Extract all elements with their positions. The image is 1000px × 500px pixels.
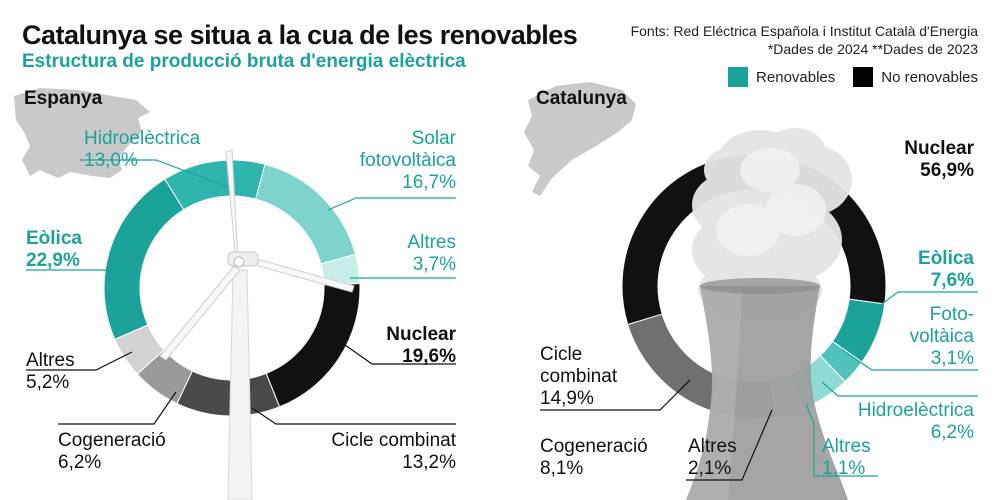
label-name: Solar bbox=[411, 128, 456, 149]
label-name: Foto- bbox=[929, 304, 974, 325]
leader-line bbox=[327, 197, 456, 211]
label-value: 2,1% bbox=[688, 458, 732, 479]
label-name: Hidroelèctrica bbox=[857, 400, 974, 421]
legend-label-non-renewable: No renovables bbox=[881, 68, 978, 86]
label-value: 6,2% bbox=[930, 422, 974, 443]
label-name: Cicle combinat bbox=[331, 430, 456, 451]
legend: Renovables No renovables bbox=[710, 67, 978, 87]
label-ca-cogeneracio: Cogeneració 8,1% bbox=[540, 436, 648, 480]
label-ca-hidroelectrica: Hidroelèctrica 6,2% bbox=[858, 400, 974, 444]
label-value: 7,6% bbox=[930, 270, 974, 291]
es-slice-eolica-ren bbox=[103, 178, 185, 341]
chart-title: Catalunya se situa a la cua de les renov… bbox=[22, 20, 578, 50]
label-value: 19,6% bbox=[402, 346, 456, 367]
label-name: combinat bbox=[540, 366, 618, 387]
sources-line: Fonts: Red Eléctrica Española i Institut… bbox=[630, 23, 978, 39]
label-es-cicle-combinat: Cicle combinat 13,2% bbox=[331, 430, 456, 474]
label-ca-nuclear: Nuclear 56,9% bbox=[904, 138, 974, 182]
cooling-tower-icon bbox=[686, 128, 852, 500]
label-name: Nuclear bbox=[904, 138, 974, 159]
region-title-catalonia: Catalunya bbox=[536, 88, 627, 109]
es-slice-altres-ren bbox=[320, 253, 361, 286]
spain-leaders-renewable bbox=[26, 159, 456, 279]
label-es-solar: Solar fotovoltàica 16,7% bbox=[360, 128, 456, 194]
spain-map-icon bbox=[14, 88, 150, 178]
label-name: Cogeneració bbox=[58, 430, 166, 451]
label-value: 3,1% bbox=[930, 348, 974, 369]
label-name: Altres bbox=[688, 436, 737, 457]
label-value: 6,2% bbox=[58, 452, 102, 473]
chart-subtitle: Estructura de producció bruta d'energia … bbox=[22, 51, 466, 72]
label-ca-fotovoltaica: Foto- voltàica 3,1% bbox=[910, 304, 974, 370]
leader-line bbox=[58, 391, 177, 425]
data-years-note: *Dades de 2024 **Dades de 2023 bbox=[767, 41, 978, 57]
region-title-spain: Espanya bbox=[24, 88, 103, 109]
label-value: 16,7% bbox=[402, 172, 456, 193]
catalonia-leaders-renewable bbox=[805, 291, 978, 477]
label-es-nuclear: Nuclear 19,6% bbox=[386, 324, 456, 368]
label-value: 14,9% bbox=[540, 388, 594, 409]
label-es-eolica: Eòlica 22,9% bbox=[26, 228, 82, 272]
label-name: Altres bbox=[407, 232, 456, 253]
leader-line bbox=[821, 381, 978, 397]
label-es-hidroelectrica: Hidroelèctrica 13,0% bbox=[84, 128, 200, 172]
leader-line bbox=[865, 291, 978, 317]
label-name: Altres bbox=[26, 350, 75, 371]
es-slice-cicle-combinat bbox=[176, 370, 281, 417]
spain-leaders-nonrenewable bbox=[26, 339, 456, 425]
wind-turbine-icon bbox=[159, 149, 355, 500]
es-slice-solar-fotovoltaica-ren bbox=[255, 163, 357, 265]
label-name: Cicle bbox=[540, 344, 583, 365]
leader-line bbox=[540, 379, 691, 411]
label-name: Nuclear bbox=[386, 324, 456, 345]
label-name: fotovoltàica bbox=[359, 150, 456, 171]
label-ca-altres-renewable: Altres 1,1% bbox=[822, 436, 871, 480]
label-name: Altres bbox=[822, 436, 871, 457]
label-name: voltàica bbox=[909, 326, 974, 347]
legend-swatch-non-renewable bbox=[853, 67, 874, 87]
catalonia-leaders-nonrenewable bbox=[540, 379, 773, 481]
leader-line bbox=[26, 351, 133, 371]
label-es-altres-renewable: Altres 3,7% bbox=[407, 232, 456, 276]
legend-swatch-renewable bbox=[728, 67, 749, 87]
leader-line bbox=[686, 409, 773, 481]
donut-spain bbox=[103, 159, 361, 417]
leader-line bbox=[337, 339, 456, 365]
label-value: 56,9% bbox=[920, 160, 974, 181]
label-value: 8,1% bbox=[540, 458, 584, 479]
label-value: 13,0% bbox=[84, 150, 138, 171]
leader-line bbox=[251, 407, 456, 425]
leader-line bbox=[80, 159, 229, 188]
label-name: Eòlica bbox=[26, 228, 82, 249]
legend-label-renewable: Renovables bbox=[756, 68, 836, 86]
label-value: 5,2% bbox=[26, 372, 70, 393]
legend-item-non-renewable: No renovables bbox=[853, 67, 978, 87]
sources-note: Fonts: Red Eléctrica Española i Institut… bbox=[631, 22, 978, 58]
label-name: Hidroelèctrica bbox=[84, 128, 201, 149]
label-name: Cogeneració bbox=[540, 436, 648, 457]
catalonia-map-icon bbox=[524, 82, 636, 196]
label-ca-eolica: Eòlica 7,6% bbox=[918, 248, 974, 292]
label-ca-altres-nonrenewable: Altres 2,1% bbox=[688, 436, 737, 480]
ca-slice-cicle-combinat bbox=[627, 313, 723, 412]
leader-line bbox=[841, 349, 978, 371]
legend-item-renewable: Renovables bbox=[728, 67, 835, 87]
label-name: Eòlica bbox=[918, 248, 974, 269]
label-ca-cicle-combinat: Cicle combinat 14,9% bbox=[540, 344, 617, 410]
label-value: 22,9% bbox=[26, 250, 80, 271]
leader-line bbox=[805, 403, 878, 477]
label-es-altres-nonrenewable: Altres 5,2% bbox=[26, 350, 75, 394]
label-value: 1,1% bbox=[822, 458, 866, 479]
label-value: 13,2% bbox=[402, 452, 456, 473]
label-value: 3,7% bbox=[412, 254, 456, 275]
label-es-cogeneracio: Cogeneració 6,2% bbox=[58, 430, 166, 474]
